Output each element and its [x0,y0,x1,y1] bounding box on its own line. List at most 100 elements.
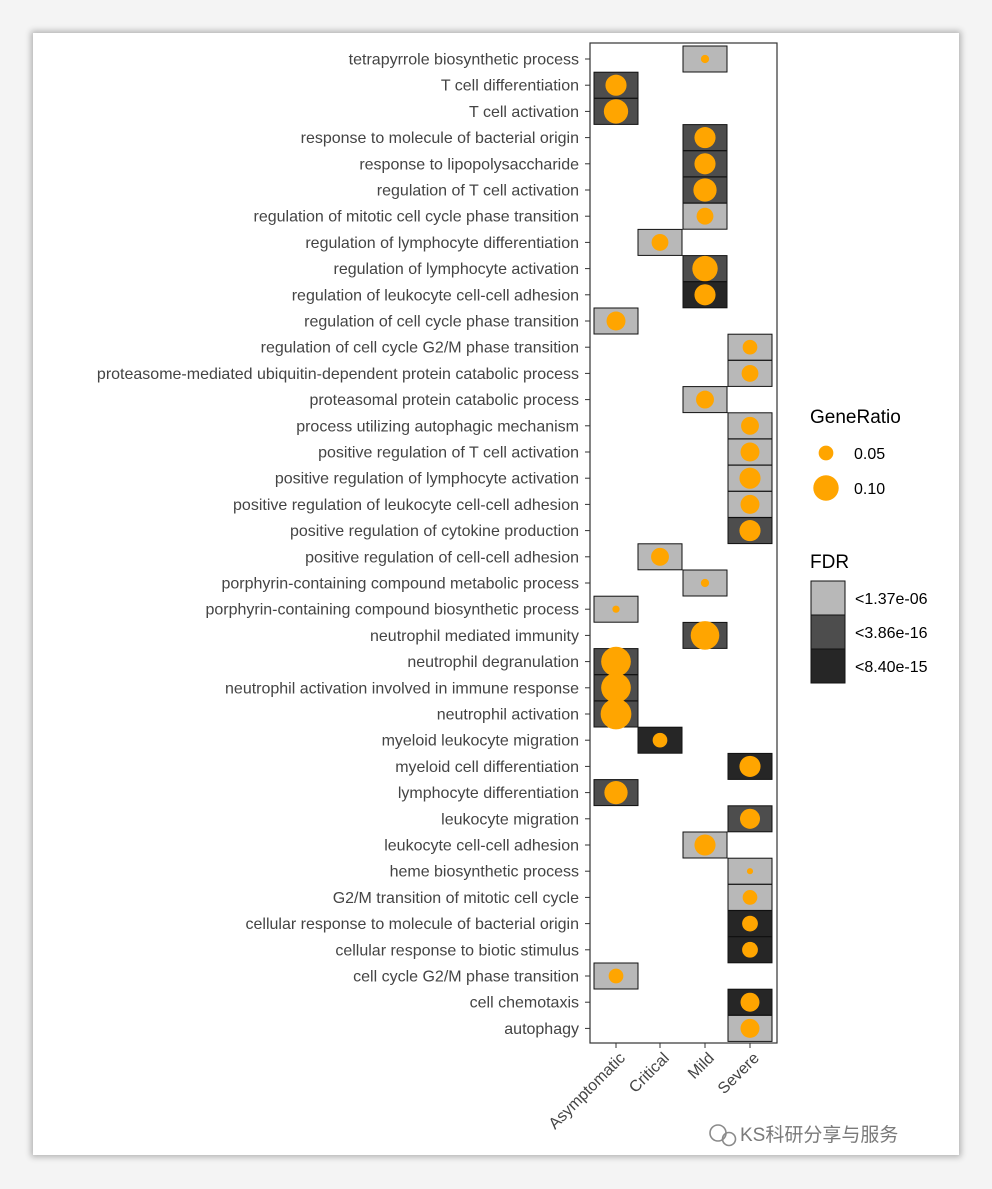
size-legend-key [813,475,839,501]
y-tick-label: regulation of T cell activation [377,183,579,200]
y-tick-label: leukocyte migration [441,811,579,828]
y-tick-label: autophagy [504,1021,579,1038]
gene-ratio-point [651,233,669,251]
gene-ratio-point [600,698,632,730]
gene-ratio-point [693,178,717,202]
fdr-tile [682,202,728,230]
fill-legend-key [810,614,846,650]
watermark-text: KS科研分享与服务 [740,1124,898,1146]
fill-legend-label: <3.86e-16 [855,625,928,642]
y-tick-label: positive regulation of T cell activation [318,445,579,462]
size-legend-label: 0.10 [854,481,885,498]
gene-ratio-point [740,494,760,514]
y-tick-label: cell chemotaxis [470,995,579,1012]
gene-ratio-point [742,339,758,355]
gene-ratio-point [739,467,761,489]
size-legend-title: GeneRatio [810,407,901,428]
y-tick-label: regulation of cell cycle phase transitio… [304,314,579,331]
gene-ratio-point [740,992,760,1012]
y-tick-label: response to molecule of bacterial origin [301,130,579,147]
chart-card: tetrapyrrole biosynthetic process T cell … [33,33,959,1155]
y-tick-label: neutrophil activation [437,707,579,724]
y-tick-label: positive regulation of cytokine producti… [290,523,579,540]
gene-ratio-point [652,732,668,748]
y-tick-label: cell cycle G2/M phase transition [353,969,579,986]
wechat-icon [721,1131,737,1147]
y-tick-label: positive regulation of lymphocyte activa… [275,471,579,488]
gene-ratio-point [700,54,710,64]
y-tick-label: positive regulation of leukocyte cell-ce… [233,497,579,514]
y-tick-label: neutrophil activation involved in immune… [225,680,579,697]
gene-ratio-point [740,1018,760,1038]
gene-ratio-point [694,153,716,175]
gene-ratio-point [612,605,620,613]
y-tick-label: process utilizing autophagic mechanism [296,418,579,435]
y-tick-label: cellular response to molecule of bacteri… [245,916,579,933]
gene-ratio-point [694,834,716,856]
gene-ratio-point [742,915,758,932]
gene-ratio-point [696,390,714,409]
gene-ratio-point [741,364,759,382]
y-tick-label: leukocyte cell-cell adhesion [384,838,579,855]
x-tick-label: Severe [715,1050,763,1098]
y-tick-label: regulation of lymphocyte differentiation [305,235,579,252]
x-tick-label: Critical [626,1050,673,1097]
x-tick-label: Asymptomatic [546,1050,629,1133]
y-tick-label: porphyrin-containing compound biosynthet… [205,602,579,619]
dot-plot-chart: tetrapyrrole biosynthetic process T cell … [97,42,928,1147]
gene-ratio-point [601,646,631,677]
y-tick-label: proteasomal protein catabolic process [310,392,579,409]
y-tick-label: T cell activation [469,104,579,121]
y-tick-label: neutrophil degranulation [407,654,579,671]
gene-ratio-point [739,808,761,829]
fill-legend-label: <8.40e-15 [855,659,928,676]
gene-ratio-point [741,416,759,435]
gene-ratio-point [651,547,669,566]
gene-ratio-point [742,890,758,905]
gene-ratio-point [601,672,631,703]
fill-legend-label: <1.37e-06 [855,591,928,608]
gene-ratio-point [608,968,624,984]
gene-ratio-point [739,520,761,542]
wechat-icon [709,1124,727,1142]
y-tick-label: response to lipopolysaccharide [359,156,579,173]
y-tick-label: myeloid leukocyte migration [382,733,579,750]
y-tick-label: neutrophil mediated immunity [370,628,579,645]
y-tick-label: positive regulation of cell-cell adhesio… [305,549,579,566]
gene-ratio-point [696,207,714,225]
y-tick-label: cellular response to biotic stimulus [335,942,579,959]
y-tick-label: regulation of mitotic cell cycle phase t… [254,209,580,226]
fdr-tile [682,569,728,597]
size-legend-label: 0.05 [854,446,885,463]
gene-ratio-point [739,755,761,777]
gene-ratio-point [604,780,628,805]
gene-ratio-point [690,621,720,650]
fill-legend-key [810,648,846,684]
y-tick-label: tetrapyrrole biosynthetic process [349,52,579,69]
gene-ratio-point [700,578,710,588]
gene-ratio-point [740,442,760,462]
size-legend-key [818,445,834,461]
gene-ratio-point [606,311,626,331]
y-tick-label: T cell differentiation [441,78,579,95]
gene-ratio-point [694,284,716,306]
gene-ratio-point [694,127,716,149]
y-tick-label: regulation of cell cycle G2/M phase tran… [261,340,579,357]
y-tick-label: proteasome-mediated ubiquitin-dependent … [97,366,579,383]
y-tick-label: regulation of leukocyte cell-cell adhesi… [292,287,579,304]
x-tick-label: Mild [685,1050,718,1083]
fill-legend-key [810,580,846,616]
fill-legend-title: FDR [810,552,849,573]
y-tick-label: G2/M transition of mitotic cell cycle [333,890,579,907]
gene-ratio-point [605,74,627,96]
gene-ratio-point [742,941,758,958]
y-tick-label: myeloid cell differentiation [395,759,579,776]
y-tick-label: heme biosynthetic process [390,864,579,881]
fdr-tile [727,359,773,387]
y-tick-label: lymphocyte differentiation [398,785,579,802]
y-tick-label: porphyrin-containing compound metabolic … [221,576,579,593]
y-tick-label: regulation of lymphocyte activation [334,261,579,278]
gene-ratio-point [603,99,629,124]
gene-ratio-point [746,868,754,875]
